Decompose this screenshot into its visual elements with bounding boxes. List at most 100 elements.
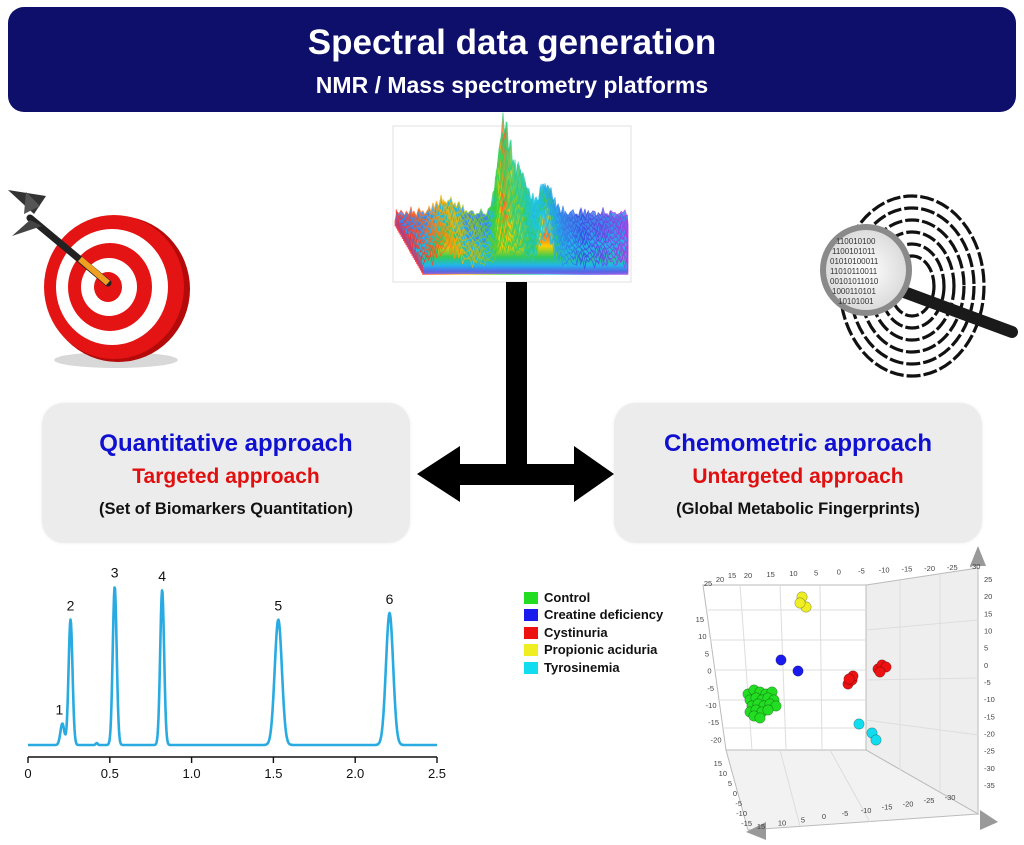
axis-tick-label: 0 (733, 789, 737, 798)
axis-tick-label: -10 (736, 809, 747, 818)
axis-tick-label: 25 (984, 575, 992, 584)
legend-item-creatine-deficiency: Creatine deficiency (524, 607, 664, 622)
axis-tick-label: 5 (705, 649, 709, 658)
right-box-title: Chemometric approach (663, 430, 933, 457)
legend-item-propionic-aciduria: Propionic aciduria (524, 642, 658, 657)
x-tick-label: 2.0 (346, 766, 364, 781)
axis-tick-label: -10 (879, 566, 890, 575)
axis-tick-label: -5 (735, 799, 742, 808)
axis-tick-label: -15 (741, 819, 752, 828)
scatter-point-tyrosinemia (870, 734, 882, 746)
axis-tick-label: 15 (728, 571, 736, 580)
axis-tick-label: 0 (984, 661, 988, 670)
scatter-point-propionic-aciduria (794, 597, 806, 609)
svg-text:01010100011: 01010100011 (830, 257, 879, 266)
axis-tick-label: -15 (984, 712, 995, 721)
fingerprint-magnifier-icon: 110010100 1100101011 01010100011 1101011… (820, 194, 1018, 378)
x-tick-label: 2.5 (428, 766, 446, 781)
dartboard-target-icon (8, 190, 190, 368)
axis-tick-label: 15 (696, 615, 704, 624)
x-tick-label: 1.5 (264, 766, 282, 781)
axis-tick-label: -30 (984, 764, 995, 773)
legend-label-propionic-aciduria: Propionic aciduria (544, 642, 658, 657)
scatter-point-cystinuria (874, 666, 886, 678)
axis-tick-label: -25 (984, 747, 995, 756)
chemometric-approach-box: Chemometric approach Untargeted approach… (614, 403, 982, 543)
svg-text:1100101011: 1100101011 (832, 247, 876, 256)
chromatogram-chart: 0 0.5 1.0 1.5 2.0 2.5 1 2 3 4 5 6 (24, 565, 446, 781)
axis-tick-label: 5 (814, 568, 818, 577)
x-tick-label: 1.0 (183, 766, 201, 781)
svg-text:00101011010: 00101011010 (830, 277, 879, 286)
waterfall-trace (411, 193, 629, 256)
svg-text:1000110101: 1000110101 (832, 287, 876, 296)
spectral-waterfall-plot (392, 112, 632, 283)
axis-tick-label: 0 (837, 567, 841, 576)
legend-label-cystinuria: Cystinuria (544, 625, 608, 640)
axis-tick-label: 10 (984, 627, 992, 636)
axis-tick-label: 10 (719, 769, 727, 778)
axis-tick-label: 25 (704, 579, 712, 588)
axis-right-arrow-icon (980, 810, 998, 830)
axis-tick-label: 15 (757, 822, 765, 831)
axis-tick-label: -20 (984, 730, 995, 739)
peak-label: 4 (158, 568, 166, 584)
scatter-point-cystinuria (843, 673, 855, 685)
peak-label: 5 (274, 598, 282, 614)
axis-tick-label: 0 (707, 667, 711, 676)
axis-tick-label: -20 (903, 799, 914, 808)
axis-up-arrow-icon (970, 546, 986, 566)
scatter-point-control (754, 712, 766, 724)
connector-arrows (417, 282, 614, 502)
axis-tick-label: -10 (706, 701, 717, 710)
axis-tick-label: 15 (767, 570, 775, 579)
scatter-point-creatine-deficiency (792, 665, 804, 677)
axis-tick-label: -5 (984, 678, 991, 687)
axis-tick-label: -5 (842, 809, 849, 818)
header-banner: Spectral data generation NMR / Mass spec… (8, 7, 1016, 112)
right-box-note: (Global Metabolic Fingerprints) (676, 500, 920, 518)
axis-tick-label: -20 (924, 564, 935, 573)
axis-tick-label: 20 (716, 575, 724, 584)
scatter-legend: Control Creatine deficiency Cystinuria P… (524, 590, 664, 675)
axis-tick-label: -25 (924, 796, 935, 805)
axis-tick-label: -20 (711, 735, 722, 744)
axis-tick-label: 5 (984, 644, 988, 653)
left-box-title: Quantitative approach (99, 430, 353, 457)
legend-item-cystinuria: Cystinuria (524, 625, 608, 640)
waterfall-trace (422, 229, 629, 275)
axis-tick-label: 5 (728, 779, 732, 788)
legend-label-creatine-deficiency: Creatine deficiency (544, 607, 664, 622)
axis-tick-label: 10 (789, 569, 797, 578)
header-title: Spectral data generation (307, 23, 717, 62)
axis-tick-label: 15 (984, 609, 992, 618)
axis-tick-label: 5 (801, 815, 805, 824)
left-box-note: (Set of Biomarkers Quantitation) (99, 500, 353, 518)
axis-tick-label: -35 (984, 781, 995, 790)
legend-item-control: Control (524, 590, 590, 605)
left-box-subtitle: Targeted approach (132, 465, 320, 488)
svg-text:10101001: 10101001 (838, 297, 874, 306)
right-arrow-icon (574, 446, 614, 502)
axis-tick-label: -5 (707, 684, 714, 693)
peak-label: 2 (67, 598, 75, 614)
axis-tick-label: 10 (698, 632, 706, 641)
svg-text:110010100: 110010100 (836, 237, 876, 246)
axis-tick-label: 20 (744, 571, 752, 580)
axis-tick-label: 10 (778, 819, 786, 828)
legend-item-tyrosinemia: Tyrosinemia (524, 660, 620, 675)
axis-tick-label: -15 (882, 803, 893, 812)
scatter-point-control (762, 704, 774, 716)
x-tick-label: 0.5 (101, 766, 119, 781)
peak-label: 3 (111, 565, 119, 581)
axis-tick-label: -5 (858, 567, 865, 576)
legend-label-control: Control (544, 590, 590, 605)
axis-tick-label: 0 (822, 812, 826, 821)
axis-tick-label: -10 (984, 695, 995, 704)
quantitative-approach-box: Quantitative approach Targeted approach … (42, 403, 410, 543)
axis-left-arrow-icon (746, 822, 766, 840)
left-arrow-icon (417, 446, 460, 502)
peak-label: 6 (386, 591, 394, 607)
x-tick-label: 0 (24, 766, 31, 781)
